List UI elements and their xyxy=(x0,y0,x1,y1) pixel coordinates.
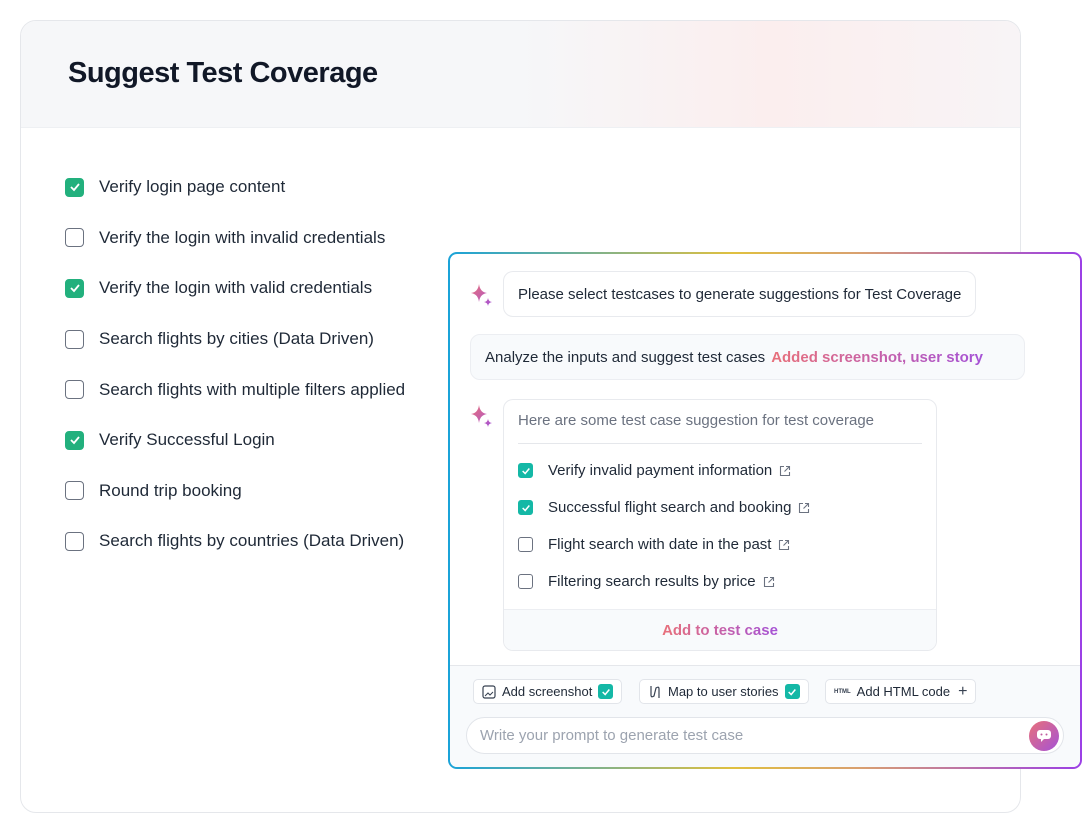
suggestion-label: Verify invalid payment information xyxy=(548,462,773,479)
testcase-label: Search flights by cities (Data Driven) xyxy=(99,329,374,349)
testcase-list: Verify login page content Verify the logi… xyxy=(65,162,405,567)
sparkle-icon xyxy=(471,405,492,427)
checkbox-checked[interactable] xyxy=(784,684,800,699)
plus-icon: + xyxy=(958,682,968,700)
suggestion-label: Flight search with date in the past xyxy=(548,536,772,553)
testcase-label: Verify login page content xyxy=(99,177,286,197)
external-link-icon[interactable] xyxy=(798,502,810,514)
suggestion-label: Filtering search results by price xyxy=(548,573,756,590)
testcase-label: Search flights by countries (Data Driven… xyxy=(99,531,405,551)
image-icon xyxy=(482,684,496,699)
sparkle-icon xyxy=(471,284,492,306)
checkbox-unchecked[interactable] xyxy=(518,537,533,552)
testcase-label: Round trip booking xyxy=(99,480,242,500)
suggestions-header: Here are some test case suggestion for t… xyxy=(518,412,922,444)
add-to-test-case-label: Add to test case xyxy=(662,621,778,639)
suggestions-card: Here are some test case suggestion for t… xyxy=(503,399,937,651)
testcase-label: Verify the login with valid credentials xyxy=(99,278,373,298)
testcase-item[interactable]: Verify login page content xyxy=(65,162,405,213)
checkbox-unchecked[interactable] xyxy=(65,380,84,400)
external-link-icon[interactable] xyxy=(778,539,790,551)
checkbox-unchecked[interactable] xyxy=(65,481,84,501)
prompt-area: Add screenshot Map to user stories HTML … xyxy=(450,665,1080,767)
testcase-label: Verify Successful Login xyxy=(99,430,275,450)
checkbox-unchecked[interactable] xyxy=(65,228,84,248)
add-screenshot-label: Add screenshot xyxy=(502,684,593,699)
user-message-text: Analyze the inputs and suggest test case… xyxy=(485,348,766,366)
page-title: Suggest Test Coverage xyxy=(68,57,378,89)
suggestion-item[interactable]: Filtering search results by price xyxy=(518,573,775,590)
suggestion-label: Successful flight search and booking xyxy=(548,499,792,516)
chat-bot-icon xyxy=(1037,730,1051,742)
testcase-label: Search flights with multiple filters app… xyxy=(99,379,406,399)
checkbox-checked[interactable] xyxy=(518,500,533,515)
map-user-stories-label: Map to user stories xyxy=(668,684,779,699)
checkbox-checked[interactable] xyxy=(65,430,84,450)
testcase-item[interactable]: Search flights by cities (Data Driven) xyxy=(65,314,405,365)
add-to-test-case-button[interactable]: Add to test case xyxy=(504,609,936,650)
suggestion-item[interactable]: Verify invalid payment information xyxy=(518,462,791,479)
suggestion-item[interactable]: Successful flight search and booking xyxy=(518,499,810,516)
checkbox-unchecked[interactable] xyxy=(518,574,533,589)
map-user-stories-chip[interactable]: Map to user stories xyxy=(639,679,809,704)
testcase-item[interactable]: Search flights by countries (Data Driven… xyxy=(65,516,405,567)
ai-assistant-panel: Please select testcases to generate sugg… xyxy=(448,252,1082,769)
testcase-item[interactable]: Verify Successful Login xyxy=(65,415,405,466)
add-html-code-label: Add HTML code xyxy=(856,684,951,699)
assistant-message: Please select testcases to generate sugg… xyxy=(503,271,977,317)
add-screenshot-chip[interactable]: Add screenshot xyxy=(473,679,623,704)
user-message: Analyze the inputs and suggest test case… xyxy=(470,334,1025,380)
prompt-placeholder: Write your prompt to generate test case xyxy=(480,727,744,744)
checkbox-checked[interactable] xyxy=(598,684,614,699)
route-icon xyxy=(650,685,660,698)
send-button[interactable] xyxy=(1029,721,1059,751)
checkbox-checked[interactable] xyxy=(65,278,84,298)
prompt-input[interactable]: Write your prompt to generate test case xyxy=(466,717,1064,754)
checkbox-checked[interactable] xyxy=(65,177,84,197)
user-attachments: Added screenshot, user story xyxy=(771,348,983,366)
suggestion-item[interactable]: Flight search with date in the past xyxy=(518,536,790,553)
external-link-icon[interactable] xyxy=(763,576,775,588)
card-header xyxy=(21,21,1020,128)
testcase-item[interactable]: Search flights with multiple filters app… xyxy=(65,364,405,415)
add-html-code-chip[interactable]: HTML Add HTML code + xyxy=(825,679,977,704)
testcase-label: Verify the login with invalid credential… xyxy=(99,227,386,247)
testcase-item[interactable]: Verify the login with invalid credential… xyxy=(65,213,405,264)
testcase-item[interactable]: Round trip booking xyxy=(65,466,405,517)
external-link-icon[interactable] xyxy=(779,465,791,477)
checkbox-unchecked[interactable] xyxy=(65,531,84,551)
checkbox-unchecked[interactable] xyxy=(65,329,84,349)
testcase-item[interactable]: Verify the login with valid credentials xyxy=(65,263,405,314)
checkbox-checked[interactable] xyxy=(518,463,533,478)
html-icon: HTML xyxy=(834,688,851,695)
